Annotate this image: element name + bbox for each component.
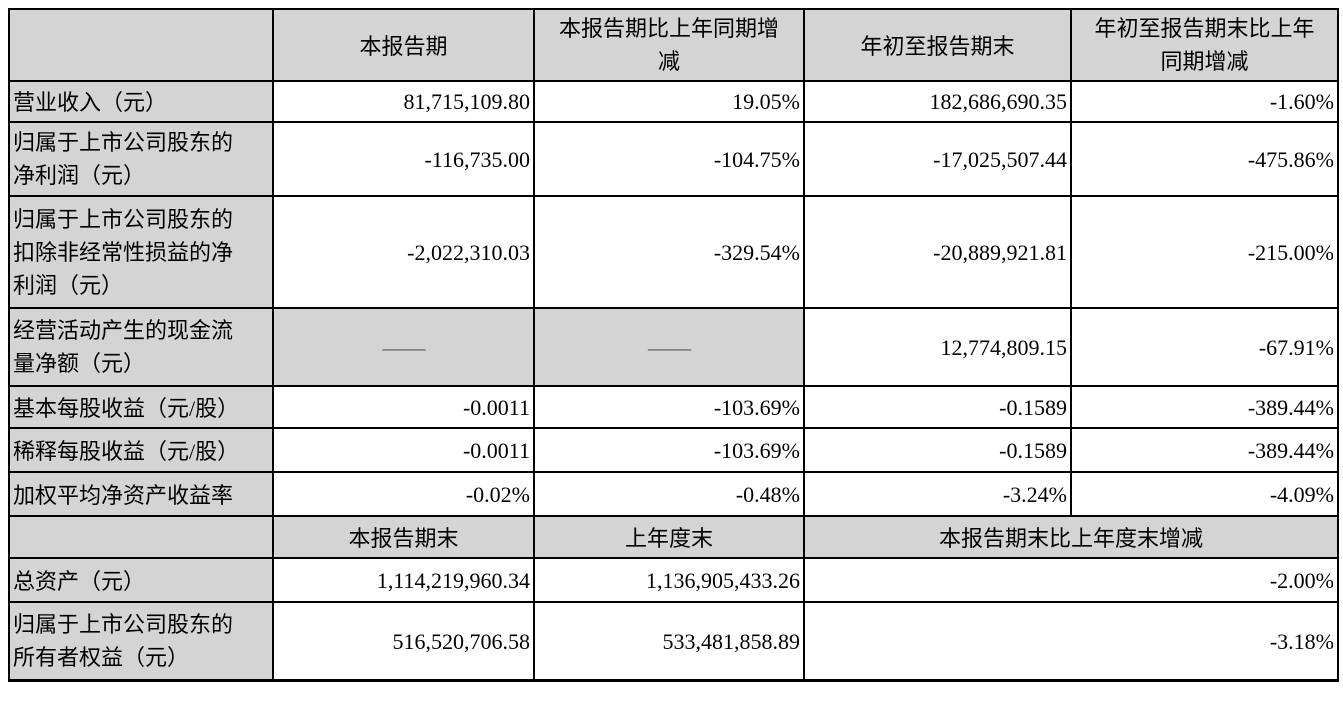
header-empty-corner-2 — [8, 515, 274, 560]
table-row-basic-eps: 基本每股收益（元/股） -0.0011 -103.69% -0.1589 -38… — [8, 385, 1339, 430]
row-label: 基本每股收益（元/股） — [8, 385, 274, 430]
header-end-vs-prior-change-label: 本报告期末比上年度末增减 — [938, 526, 1203, 552]
cell-current: -2,022,310.03 — [272, 195, 535, 310]
row-label: 稀释每股收益（元/股） — [8, 427, 274, 474]
cell-end-change: -2.00% — [803, 557, 1339, 604]
row-label-text: 基本每股收益（元/股） — [13, 396, 240, 422]
cell-ytd: -20,889,921.81 — [803, 195, 1072, 310]
cell-ytd: 182,686,690.35 — [803, 79, 1072, 124]
cell-yoy: -329.54% — [533, 195, 805, 310]
row-label-text: 归属于上市公司股东的扣除非经常性损益的净利润（元） — [13, 206, 234, 298]
header-ytd-yoy-change: 年初至报告期末比上年同期增减 — [1070, 8, 1339, 82]
header-current-period: 本报告期 — [272, 8, 535, 82]
header-yoy-change: 本报告期比上年同期增减 — [533, 8, 805, 82]
cell-ytd-yoy: -1.60% — [1070, 79, 1339, 124]
header-ytd: 年初至报告期末 — [803, 8, 1072, 82]
row-label: 总资产（元） — [8, 557, 274, 604]
header-prior-year-end: 上年度末 — [533, 515, 805, 560]
cell-ytd-yoy: -215.00% — [1070, 195, 1339, 310]
cell-ytd-yoy: -4.09% — [1070, 471, 1339, 518]
cell-ytd: -3.24% — [803, 471, 1072, 518]
row-label-text: 经营活动产生的现金流量净额（元） — [13, 318, 234, 377]
cell-yoy: -103.69% — [533, 427, 805, 474]
table-row-total-assets: 总资产（元） 1,114,219,960.34 1,136,905,433.26… — [8, 557, 1339, 604]
cell-ytd: -0.1589 — [803, 427, 1072, 474]
header-prior-year-end-label: 上年度末 — [624, 526, 713, 552]
cell-yoy: -0.48% — [533, 471, 805, 518]
row-label: 归属于上市公司股东的扣除非经常性损益的净利润（元） — [8, 195, 274, 310]
row-label: 归属于上市公司股东的所有者权益（元） — [8, 601, 274, 682]
cell-yoy-dash: —— — [533, 307, 805, 388]
table-row-net-profit: 归属于上市公司股东的净利润（元） -116,735.00 -104.75% -1… — [8, 121, 1339, 198]
table-row-revenue: 营业收入（元） 81,715,109.80 19.05% 182,686,690… — [8, 79, 1339, 124]
table-row-diluted-eps: 稀释每股收益（元/股） -0.0011 -103.69% -0.1589 -38… — [8, 427, 1339, 474]
row-label-text: 稀释每股收益（元/股） — [13, 439, 240, 465]
table-row-operating-cash-flow: 经营活动产生的现金流量净额（元） —— —— 12,774,809.15 -67… — [8, 307, 1339, 388]
row-label-text: 总资产（元） — [13, 569, 146, 595]
row-label: 经营活动产生的现金流量净额（元） — [8, 307, 274, 388]
cell-yoy: 19.05% — [533, 79, 805, 124]
row-label: 营业收入（元） — [8, 79, 274, 124]
header-ytd-label: 年初至报告期末 — [860, 33, 1015, 59]
row-label-text: 归属于上市公司股东的净利润（元） — [13, 130, 234, 189]
cell-current: -116,735.00 — [272, 121, 535, 198]
cell-period-end: 516,520,706.58 — [272, 601, 535, 682]
cell-current-dash: —— — [272, 307, 535, 388]
table-row-weighted-avg-roe: 加权平均净资产收益率 -0.02% -0.48% -3.24% -4.09% — [8, 471, 1339, 518]
cell-prior-year-end: 533,481,858.89 — [533, 601, 805, 682]
header-row-balance: 本报告期末 上年度末 本报告期末比上年度末增减 — [8, 515, 1339, 560]
header-ytd-yoy-change-label: 年初至报告期末比上年同期增减 — [1094, 16, 1315, 74]
row-label: 归属于上市公司股东的净利润（元） — [8, 121, 274, 198]
header-period-end-label: 本报告期末 — [348, 526, 459, 552]
header-current-period-label: 本报告期 — [359, 33, 448, 59]
table-row-equity: 归属于上市公司股东的所有者权益（元） 516,520,706.58 533,48… — [8, 601, 1339, 682]
row-label-text: 加权平均净资产收益率 — [13, 483, 234, 509]
cell-yoy: -104.75% — [533, 121, 805, 198]
cell-ytd: -17,025,507.44 — [803, 121, 1072, 198]
cell-ytd-yoy: -389.44% — [1070, 427, 1339, 474]
row-label: 加权平均净资产收益率 — [8, 471, 274, 518]
header-period-end: 本报告期末 — [272, 515, 535, 560]
row-label-text: 营业收入（元） — [13, 90, 168, 116]
header-yoy-change-label: 本报告期比上年同期增减 — [558, 16, 779, 74]
cell-current: 81,715,109.80 — [272, 79, 535, 124]
cell-end-change: -3.18% — [803, 601, 1339, 682]
cell-ytd-yoy: -389.44% — [1070, 385, 1339, 430]
financial-summary-table: 本报告期 本报告期比上年同期增减 年初至报告期末 年初至报告期末比上年同期增减 … — [8, 8, 1339, 682]
cell-current: -0.0011 — [272, 385, 535, 430]
header-end-vs-prior-change: 本报告期末比上年度末增减 — [803, 515, 1339, 560]
header-empty-corner — [8, 8, 274, 82]
cell-period-end: 1,114,219,960.34 — [272, 557, 535, 604]
table-row-net-profit-excl-nonrecurring: 归属于上市公司股东的扣除非经常性损益的净利润（元） -2,022,310.03 … — [8, 195, 1339, 310]
cell-ytd-yoy: -67.91% — [1070, 307, 1339, 388]
cell-current: -0.0011 — [272, 427, 535, 474]
cell-current: -0.02% — [272, 471, 535, 518]
row-label-text: 归属于上市公司股东的所有者权益（元） — [13, 612, 234, 671]
cell-yoy: -103.69% — [533, 385, 805, 430]
cell-ytd: -0.1589 — [803, 385, 1072, 430]
header-row-period: 本报告期 本报告期比上年同期增减 年初至报告期末 年初至报告期末比上年同期增减 — [8, 8, 1339, 82]
cell-ytd-yoy: -475.86% — [1070, 121, 1339, 198]
cell-ytd: 12,774,809.15 — [803, 307, 1072, 388]
cell-prior-year-end: 1,136,905,433.26 — [533, 557, 805, 604]
